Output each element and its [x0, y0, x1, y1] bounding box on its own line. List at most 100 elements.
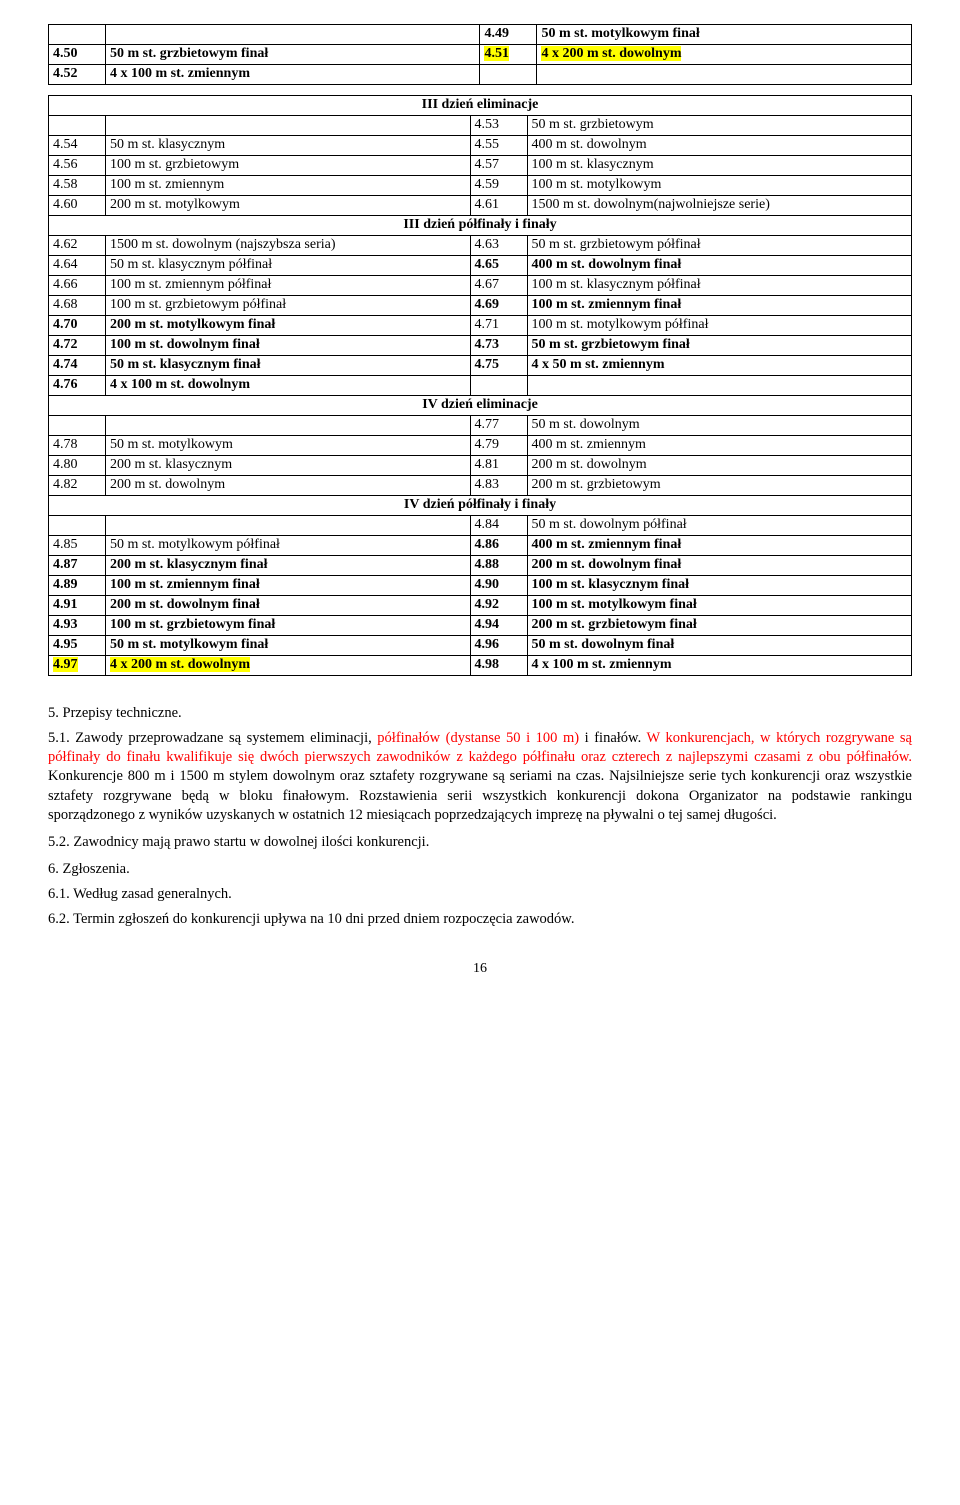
table-row: 4.8550 m st. motylkowym półfinał4.86400 … [49, 536, 912, 556]
table-row: 4.93100 m st. grzbietowym finał4.94200 m… [49, 616, 912, 636]
table-cell: 4.59 [470, 176, 527, 196]
table-row: 4.68100 m st. grzbietowym półfinał4.6910… [49, 296, 912, 316]
table-cell [470, 376, 527, 396]
table-cell: 4.76 [49, 376, 106, 396]
text: 5.1. Zawody przeprowadzane są systemem e… [48, 730, 377, 746]
table-cell: 100 m st. zmiennym finał [106, 576, 471, 596]
section-5-title: 5. Przepisy techniczne. [48, 704, 912, 723]
table-row: 4.66100 m st. zmiennym półfinał4.67100 m… [49, 276, 912, 296]
table-cell: 4.62 [49, 236, 106, 256]
table-cell: 400 m st. dowolnym finał [527, 256, 911, 276]
table-cell: 50 m st. dowolnym [527, 416, 911, 436]
table-cell: 50 m st. klasycznym [106, 136, 471, 156]
section-6-1: 6.1. Według zasad generalnych. [48, 885, 912, 904]
table-cell: 4.68 [49, 296, 106, 316]
table-cell: 4.63 [470, 236, 527, 256]
table-row: 4.72100 m st. dowolnym finał4.7350 m st.… [49, 336, 912, 356]
table-cell: 4.61 [470, 196, 527, 216]
table-cell: 200 m st. grzbietowym finał [527, 616, 911, 636]
table-cell: 100 m st. klasycznym [527, 156, 911, 176]
table-row: 4.6450 m st. klasycznym półfinał4.65400 … [49, 256, 912, 276]
table-cell: 4.54 [49, 136, 106, 156]
text: Konkurencje 800 m i 1500 m stylem dowoln… [48, 768, 912, 822]
table-cell: 100 m st. klasycznym finał [527, 576, 911, 596]
table-cell: 4.88 [470, 556, 527, 576]
table-cell [49, 416, 106, 436]
table-2: III dzień eliminacje4.5350 m st. grzbiet… [48, 95, 912, 676]
table-cell: 200 m st. dowolnym finał [106, 596, 471, 616]
table-cell: 4.98 [470, 656, 527, 676]
section-header-cell: III dzień eliminacje [49, 96, 912, 116]
table-cell: 200 m st. klasycznym [106, 456, 471, 476]
table-row: 4.60200 m st. motylkowym4.611500 m st. d… [49, 196, 912, 216]
table-cell [106, 25, 480, 45]
table-cell: 4.78 [49, 436, 106, 456]
table-cell [106, 516, 471, 536]
section-header-row: IV dzień eliminacje [49, 396, 912, 416]
table-cell: 4.81 [470, 456, 527, 476]
table-row: 4.56100 m st. grzbietowym4.57100 m st. k… [49, 156, 912, 176]
table-cell: 50 m st. dowolnym finał [527, 636, 911, 656]
table-row: 4.9550 m st. motylkowym finał4.9650 m st… [49, 636, 912, 656]
section-6-title: 6. Zgłoszenia. [48, 860, 912, 879]
table-row: 4.764 x 100 m st. dowolnym [49, 376, 912, 396]
table-cell: 100 m st. grzbietowym [106, 156, 471, 176]
table-cell: 4 x 50 m st. zmiennym [527, 356, 911, 376]
table-cell: 50 m st. dowolnym półfinał [527, 516, 911, 536]
table-cell: 50 m st. grzbietowym finał [527, 336, 911, 356]
table-cell: 4.58 [49, 176, 106, 196]
table-cell [537, 65, 912, 85]
text-red: półfinałów (dystanse 50 i 100 m) [377, 730, 579, 746]
table-cell: 200 m st. dowolnym finał [527, 556, 911, 576]
table-cell: 200 m st. dowolnym [527, 456, 911, 476]
table-cell: 4 x 200 m st. dowolnym [537, 45, 912, 65]
table-cell: 4.96 [470, 636, 527, 656]
table-1: 4.4950 m st. motylkowym finał4.5050 m st… [48, 24, 912, 85]
table-cell: 4.67 [470, 276, 527, 296]
body-text: 5. Przepisy techniczne. 5.1. Zawody prze… [48, 704, 912, 929]
table-cell: 100 m st. zmiennym półfinał [106, 276, 471, 296]
table-cell: 4.55 [470, 136, 527, 156]
table-cell: 4.57 [470, 156, 527, 176]
table-cell: 4.85 [49, 536, 106, 556]
table-cell: 4.94 [470, 616, 527, 636]
table-row: 4.58100 m st. zmiennym4.59100 m st. moty… [49, 176, 912, 196]
table-cell [49, 516, 106, 536]
section-header-row: III dzień półfinały i finały [49, 216, 912, 236]
section-header-cell: IV dzień eliminacje [49, 396, 912, 416]
table-cell: 200 m st. klasycznym finał [106, 556, 471, 576]
table-cell: 50 m st. grzbietowym [527, 116, 911, 136]
table-cell: 1500 m st. dowolnym(najwolniejsze serie) [527, 196, 911, 216]
table-row: 4.82200 m st. dowolnym4.83200 m st. grzb… [49, 476, 912, 496]
table-cell: 100 m st. zmiennym finał [527, 296, 911, 316]
table-cell: 4.69 [470, 296, 527, 316]
table-row: 4.7850 m st. motylkowym4.79400 m st. zmi… [49, 436, 912, 456]
table-cell: 100 m st. zmiennym [106, 176, 471, 196]
table-cell: 4.70 [49, 316, 106, 336]
section-header-cell: IV dzień półfinały i finały [49, 496, 912, 516]
table-cell: 4.86 [470, 536, 527, 556]
text: i finałów. [579, 730, 646, 746]
table-row: 4.70200 m st. motylkowym finał4.71100 m … [49, 316, 912, 336]
table-cell: 200 m st. grzbietowym [527, 476, 911, 496]
table-cell: 400 m st. zmiennym [527, 436, 911, 456]
table-cell: 50 m st. motylkowym [106, 436, 471, 456]
table-cell: 50 m st. klasycznym półfinał [106, 256, 471, 276]
table-cell [527, 376, 911, 396]
table-cell: 100 m st. motylkowym finał [527, 596, 911, 616]
table-cell: 4.53 [470, 116, 527, 136]
table-cell: 400 m st. dowolnym [527, 136, 911, 156]
table-cell: 50 m st. grzbietowym półfinał [527, 236, 911, 256]
table-cell [480, 65, 537, 85]
table-row: 4.80200 m st. klasycznym4.81200 m st. do… [49, 456, 912, 476]
table-cell: 4.65 [470, 256, 527, 276]
table-cell: 4.79 [470, 436, 527, 456]
table-row: 4.89100 m st. zmiennym finał4.90100 m st… [49, 576, 912, 596]
table-cell: 4.83 [470, 476, 527, 496]
table-cell: 100 m st. motylkowym [527, 176, 911, 196]
page-number: 16 [48, 961, 912, 977]
section-5-1: 5.1. Zawody przeprowadzane są systemem e… [48, 729, 912, 825]
table-row: 4.524 x 100 m st. zmiennym [49, 65, 912, 85]
table-cell [106, 116, 471, 136]
table-cell: 4.75 [470, 356, 527, 376]
